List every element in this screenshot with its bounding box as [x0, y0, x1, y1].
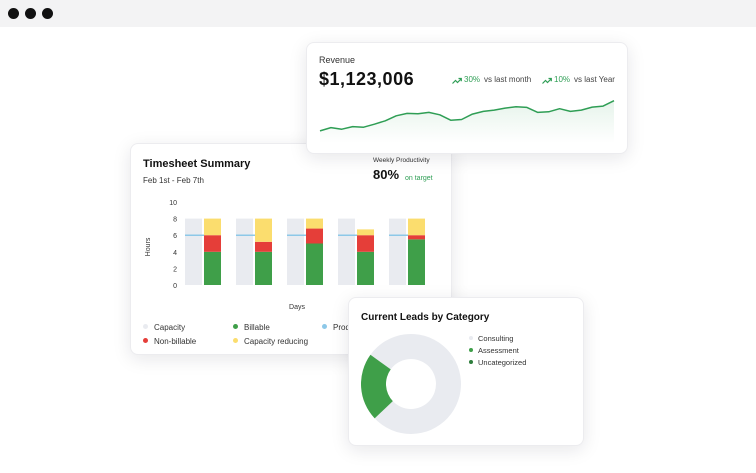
legend-item-capacity: Capacity: [143, 323, 185, 332]
revenue-label: Revenue: [319, 55, 356, 65]
donut-slice-assessment: [361, 354, 393, 419]
revenue-trend-year-pct: 10%: [554, 75, 571, 84]
leads-donut-chart: [361, 334, 461, 434]
legend-item-capacity-reducing: Capacity reducing: [233, 337, 308, 346]
billable-bar: [357, 251, 374, 285]
y-axis-label: Hours: [145, 237, 152, 256]
revenue-area: [320, 100, 614, 143]
capacity-reducing-bar: [306, 218, 323, 229]
weekly-productivity-value: 80%: [373, 167, 400, 182]
y-tick-label: 10: [169, 200, 177, 207]
non-billable-bar: [306, 228, 323, 244]
current-leads-card: Current Leads by Category Consulting Ass…: [348, 297, 584, 446]
window-control-close[interactable]: [8, 8, 19, 19]
timesheet-summary-card: Timesheet Summary Feb 1st - Feb 7th Week…: [130, 143, 452, 355]
billable-bar: [204, 251, 221, 285]
legend-productive-swatch: [322, 324, 327, 329]
timesheet-date-range: Feb 1st - Feb 7th: [143, 176, 204, 185]
revenue-sparkline: [319, 100, 615, 143]
capacity-reducing-bar: [408, 218, 425, 236]
revenue-line: [319, 100, 615, 132]
revenue-trend-month-label: vs last month: [484, 75, 532, 84]
trend-up-icon: [542, 77, 552, 84]
capacity-bar: [287, 218, 304, 285]
legend-capacity-reducing-swatch: [233, 338, 238, 343]
legend-item-productive: Prod: [322, 323, 350, 332]
leads-legend-uncategorized-swatch: [469, 360, 473, 364]
legend-item-non-billable: Non-billable: [143, 337, 196, 346]
capacity-reducing-bar: [357, 229, 374, 236]
window-control-maximize[interactable]: [42, 8, 53, 19]
leads-legend-assessment-swatch: [469, 348, 473, 352]
billable-bar: [255, 251, 272, 285]
revenue-trend-year: 10% vs last Year: [542, 75, 615, 84]
revenue-card: Revenue $1,123,006 30% vs last month 10% v…: [306, 42, 628, 154]
non-billable-bar: [255, 241, 272, 252]
legend-capacity-swatch: [143, 324, 148, 329]
capacity-reducing-bar: [255, 218, 272, 242]
window-titlebar: [0, 0, 756, 27]
legend-billable-swatch: [233, 324, 238, 329]
non-billable-bar: [204, 235, 221, 252]
y-tick-label: 8: [173, 217, 177, 224]
leads-legend-uncategorized: Uncategorized: [469, 358, 526, 367]
x-axis-label: Days: [289, 304, 305, 311]
capacity-reducing-bar: [204, 218, 221, 236]
capacity-bar: [389, 218, 406, 285]
trend-up-icon: [452, 77, 462, 84]
billable-bar: [408, 239, 425, 285]
capacity-bar: [338, 218, 355, 285]
revenue-trend-year-label: vs last Year: [574, 75, 615, 84]
leads-legend-consulting: Consulting: [469, 334, 513, 343]
capacity-bar: [185, 218, 202, 285]
y-tick-label: 0: [173, 283, 177, 290]
leads-title: Current Leads by Category: [361, 312, 490, 323]
non-billable-bar: [408, 235, 425, 240]
y-tick-label: 6: [173, 233, 177, 240]
legend-non-billable-swatch: [143, 338, 148, 343]
leads-legend-consulting-swatch: [469, 336, 473, 340]
billable-bar: [306, 243, 323, 285]
timesheet-bar-chart: 0 2 4 6 8 10 Hours Days: [145, 200, 425, 311]
donut-slice-consulting: [370, 334, 461, 434]
y-tick-label: 2: [173, 266, 177, 273]
window-control-minimize[interactable]: [25, 8, 36, 19]
weekly-productivity-status: on target: [405, 175, 433, 182]
y-tick-label: 4: [173, 250, 177, 257]
revenue-value: $1,123,006: [319, 69, 415, 89]
revenue-trend-month-pct: 30%: [464, 75, 481, 84]
leads-legend-assessment: Assessment: [469, 346, 519, 355]
non-billable-bar: [357, 235, 374, 252]
timesheet-title: Timesheet Summary: [143, 158, 251, 170]
capacity-bar: [236, 218, 253, 285]
revenue-trend-month: 30% vs last month: [452, 75, 531, 84]
legend-item-billable: Billable: [233, 323, 270, 332]
weekly-productivity-label: Weekly Productivity: [373, 157, 430, 164]
